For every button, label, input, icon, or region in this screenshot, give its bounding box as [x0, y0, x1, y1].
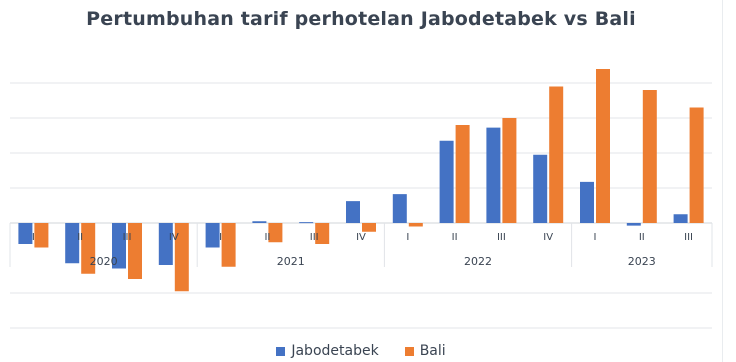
quarter-tick-label: II — [77, 232, 83, 243]
quarter-tick-label: IV — [543, 232, 553, 243]
bar-jabodetabek-7 — [299, 222, 314, 224]
legend-swatch-jabodetabek — [276, 346, 286, 356]
bar-jabodetabek-4 — [158, 223, 173, 265]
bar-jabodetabek-11 — [486, 127, 501, 223]
bar-jabodetabek-1 — [18, 223, 33, 244]
year-label: 2023 — [628, 255, 656, 268]
bar-bali-1 — [34, 223, 49, 248]
page-edge — [722, 0, 736, 362]
quarter-tick-label: III — [497, 232, 506, 243]
bar-jabodetabek-3 — [112, 223, 126, 269]
category-axis-band — [10, 223, 712, 267]
bar-jabodetabek-5 — [205, 223, 220, 248]
year-label: 2022 — [464, 255, 492, 268]
bar-jabodetabek-9 — [392, 194, 407, 223]
bar-bali-5 — [221, 223, 236, 267]
bar-bali-2 — [81, 223, 96, 274]
legend-label-jabodetabek: Jabodetabek — [291, 343, 379, 359]
bar-bali-9 — [408, 223, 423, 227]
legend-swatch-bali — [404, 346, 414, 356]
bar-bali-14 — [642, 90, 657, 223]
year-label: 2020 — [90, 255, 118, 268]
bar-jabodetabek-10 — [439, 140, 454, 223]
bar-jabodetabek-12 — [533, 154, 548, 223]
chart-title: Pertumbuhan tarif perhotelan Jabodetabek… — [86, 8, 636, 30]
chart-legend: Jabodetabek Bali — [0, 343, 722, 359]
bar-bali-10 — [455, 125, 470, 223]
bar-bali-4 — [174, 223, 189, 292]
bar-bali-6 — [268, 223, 283, 243]
legend-item-jabodetabek: Jabodetabek — [276, 343, 379, 359]
bar-jabodetabek-13 — [580, 181, 594, 223]
bar-bali-7 — [315, 223, 330, 244]
quarter-tick-label: I — [219, 232, 222, 243]
bar-bali-15 — [689, 107, 704, 223]
legend-label-bali: Bali — [419, 343, 446, 359]
year-label: 2021 — [277, 255, 305, 268]
quarter-tick-label: IV — [356, 232, 366, 243]
bar-jabodetabek-6 — [252, 221, 267, 223]
quarter-tick-label: I — [32, 232, 35, 243]
bar-jabodetabek-2 — [65, 223, 80, 264]
quarter-tick-label: I — [406, 232, 409, 243]
quarter-tick-label: III — [684, 232, 693, 243]
bar-bali-11 — [502, 118, 517, 223]
quarter-tick-label: I — [594, 232, 597, 243]
quarter-tick-label: II — [264, 232, 270, 243]
legend-item-bali: Bali — [404, 343, 446, 359]
quarter-tick-label: III — [123, 232, 132, 243]
bar-jabodetabek-14 — [626, 223, 641, 226]
bar-jabodetabek-15 — [673, 214, 688, 223]
quarter-tick-label: IV — [169, 232, 179, 243]
bar-jabodetabek-8 — [346, 201, 360, 223]
bar-bali-3 — [128, 223, 142, 279]
quarter-tick-label: III — [310, 232, 319, 243]
quarter-tick-label: II — [639, 232, 645, 243]
bar-bali-12 — [549, 86, 564, 223]
bar-bali-8 — [362, 223, 376, 232]
bar-bali-13 — [596, 69, 610, 223]
quarter-tick-label: II — [452, 232, 458, 243]
